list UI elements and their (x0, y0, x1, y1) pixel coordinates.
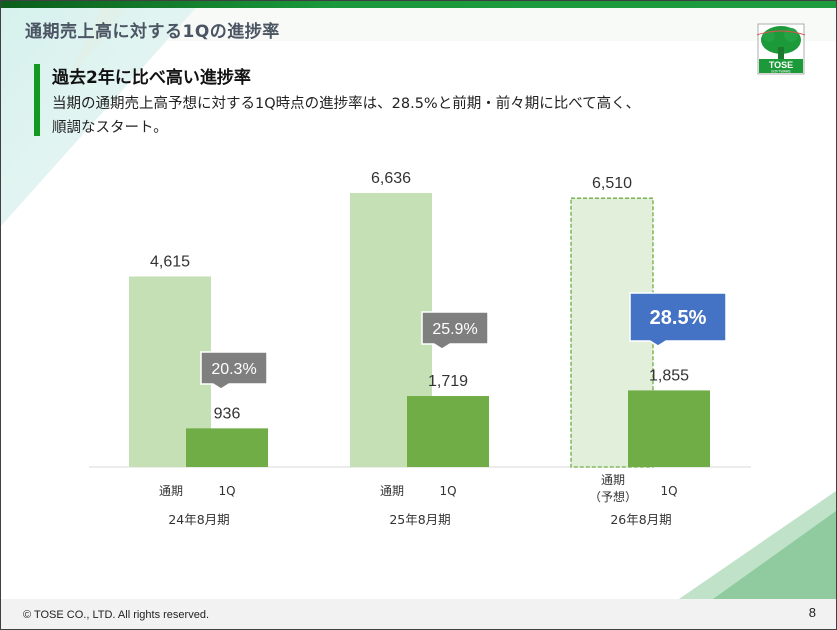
progress-rate-label: 25.9% (432, 321, 477, 338)
headline-accent-bar (34, 64, 40, 136)
svg-text:SOFTWARE: SOFTWARE (771, 70, 791, 74)
q1-bar (407, 396, 489, 467)
period-label: 25年8月期 (389, 512, 450, 527)
q1-value-label: 1,855 (649, 367, 689, 384)
headline: 過去2年に比べ高い進捗率 (52, 68, 251, 88)
body-text-line-1: 当期の通期売上高予想に対する1Q時点の進捗率は、28.5%と前期・前々期に比べて… (52, 96, 641, 112)
top-bar (1, 1, 836, 8)
footer-bar (1, 599, 836, 629)
progress-rate-label: 28.5% (650, 307, 707, 329)
q1-value-label: 1,719 (428, 373, 468, 390)
annual-value-label: 6,510 (592, 175, 632, 192)
page-title: 通期売上高に対する1Qの進捗率 (25, 22, 280, 42)
corner-triangle-topleft (1, 8, 196, 226)
page-number: 8 (808, 605, 816, 620)
body-text-line-2: 順調なスタート。 (52, 120, 168, 136)
period-label: 24年8月期 (168, 512, 229, 527)
annual-value-label: 4,615 (150, 253, 190, 270)
q1-bar (186, 428, 268, 467)
tose-logo: TOSE SOFTWARE (757, 23, 805, 75)
progress-rate-callout-highlight (629, 292, 727, 347)
svg-text:TOSE: TOSE (769, 60, 793, 70)
corner-triangle-dark (713, 511, 836, 599)
category-label-q1: 1Q (439, 484, 456, 498)
copyright-text: © TOSE CO., LTD. All rights reserved. (23, 609, 209, 621)
title-band (166, 8, 836, 41)
progress-chart: 4,615 936 20.3% 通期 1Q 24年8月期 6,636 1,719 25.9% 通期… (89, 170, 751, 527)
category-label-q1: 1Q (218, 484, 235, 498)
progress-rate-callout (421, 311, 489, 350)
q1-value-label: 936 (214, 405, 241, 422)
q1-bar (628, 390, 710, 467)
period-label: 26年8月期 (610, 512, 671, 527)
annual-value-label: 6,636 (371, 170, 411, 187)
category-label-annual-forecast: （予想） (589, 489, 637, 504)
corner-stripe-topleft (61, 8, 126, 91)
category-label-q1: 1Q (660, 484, 677, 498)
category-label-annual: 通期 (601, 473, 625, 487)
category-label-annual: 通期 (380, 484, 404, 498)
progress-rate-callout (200, 351, 268, 390)
category-label-annual: 通期 (159, 484, 183, 498)
progress-rate-label: 20.3% (211, 361, 256, 378)
